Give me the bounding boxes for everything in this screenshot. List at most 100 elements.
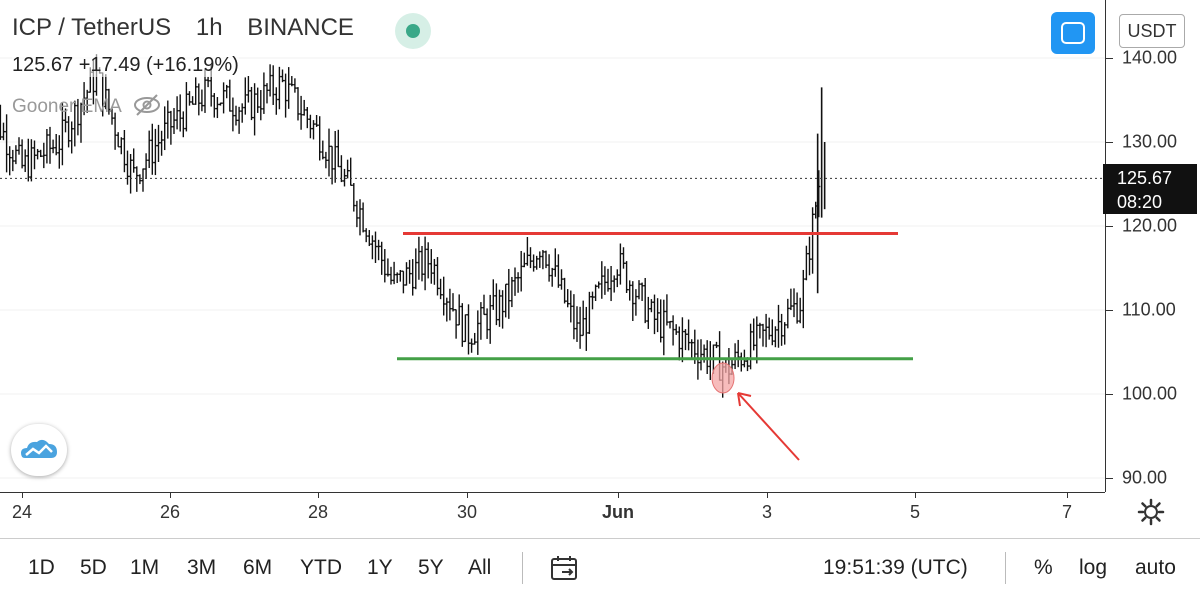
ohlc-bar[interactable] — [122, 129, 126, 173]
ohlc-bar[interactable] — [665, 294, 669, 326]
ohlc-bar[interactable] — [178, 94, 182, 132]
ohlc-bar[interactable] — [333, 131, 337, 183]
ohlc-bar[interactable] — [147, 130, 151, 169]
ohlc-bar[interactable] — [816, 87, 826, 294]
ohlc-bar[interactable] — [758, 322, 762, 339]
ohlc-bar[interactable] — [110, 108, 114, 125]
ohlc-bar[interactable] — [104, 74, 108, 110]
ohlc-bar[interactable] — [550, 267, 554, 287]
ohlc-bar[interactable] — [597, 281, 601, 289]
ohlc-bar[interactable] — [160, 130, 164, 156]
ohlc-bar[interactable] — [215, 97, 219, 119]
ohlc-bar[interactable] — [386, 258, 390, 277]
ohlc-bar[interactable] — [684, 329, 687, 351]
ohlc-bar[interactable] — [302, 99, 306, 116]
ohlc-bar[interactable] — [773, 326, 777, 348]
ohlc-bar[interactable] — [659, 299, 663, 343]
indicator-legend[interactable]: Gooner EMA — [12, 93, 162, 118]
ohlc-bar[interactable] — [417, 236, 421, 280]
ohlc-bar[interactable] — [138, 174, 142, 185]
ohlc-bar[interactable] — [219, 102, 222, 106]
ohlc-bar[interactable] — [479, 302, 483, 340]
ohlc-bar[interactable] — [206, 76, 210, 88]
ohlc-bar[interactable] — [591, 291, 594, 310]
ohlc-bar[interactable] — [544, 250, 548, 269]
ohlc-bar[interactable] — [33, 140, 36, 170]
ohlc-bar[interactable] — [296, 87, 300, 121]
ohlc-bar[interactable] — [463, 314, 467, 343]
utc-clock[interactable]: 19:51:39 (UTC) — [823, 556, 968, 579]
timeframe-button-1y[interactable]: 1Y — [367, 556, 393, 579]
ohlc-bar[interactable] — [420, 245, 424, 282]
ohlc-bar[interactable] — [423, 236, 427, 291]
ohlc-bar[interactable] — [789, 288, 793, 311]
ohlc-bar[interactable] — [85, 89, 89, 113]
ohlc-bar[interactable] — [299, 95, 303, 130]
ohlc-bar[interactable] — [315, 114, 319, 127]
ohlc-bar[interactable] — [408, 259, 412, 284]
ohlc-bar[interactable] — [135, 166, 139, 192]
ohlc-bar[interactable] — [569, 290, 573, 323]
interval-label[interactable]: 1h — [195, 14, 223, 41]
ohlc-bar[interactable] — [795, 292, 799, 324]
ohlc-bar[interactable] — [191, 96, 195, 105]
ohlc-bar[interactable] — [783, 322, 787, 345]
ohlc-bar[interactable] — [70, 121, 74, 154]
ohlc-bar[interactable] — [172, 108, 176, 134]
ohlc-bar[interactable] — [36, 148, 40, 160]
ohlc-bar[interactable] — [39, 149, 43, 158]
ohlc-bar[interactable] — [222, 82, 226, 114]
annotation-arrow[interactable] — [737, 392, 800, 461]
indicator-name[interactable]: Gooner EMA — [12, 96, 121, 117]
ohlc-bar[interactable] — [808, 236, 811, 276]
ohlc-bar[interactable] — [680, 317, 684, 363]
ohlc-bar[interactable] — [777, 304, 780, 348]
ohlc-bar[interactable] — [197, 83, 201, 116]
ohlc-bar[interactable] — [290, 76, 294, 87]
timeframe-button-1d[interactable]: 1D — [28, 556, 55, 579]
ohlc-bar[interactable] — [662, 299, 666, 356]
ohlc-bar[interactable] — [339, 155, 343, 183]
ohlc-bar[interactable] — [392, 261, 396, 285]
ohlc-bar[interactable] — [535, 255, 539, 270]
timeframe-button-1m[interactable]: 1M — [130, 556, 160, 579]
ohlc-bar[interactable] — [448, 288, 452, 321]
ohlc-bar[interactable] — [308, 114, 312, 139]
ohlc-bar[interactable] — [346, 159, 350, 179]
ohlc-bar[interactable] — [609, 265, 613, 302]
ohlc-bar[interactable] — [184, 82, 188, 132]
ohlc-bar[interactable] — [780, 313, 784, 346]
ohlc-bar[interactable] — [234, 105, 238, 126]
ohlc-bar[interactable] — [312, 120, 315, 140]
ohlc-bar[interactable] — [541, 249, 545, 270]
ohlc-bar[interactable] — [327, 128, 331, 177]
ohlc-bar[interactable] — [166, 100, 170, 139]
ohlc-bar[interactable] — [451, 293, 455, 312]
ohlc-bar[interactable] — [8, 146, 12, 176]
ohlc-bar[interactable] — [476, 310, 480, 355]
ohlc-bar[interactable] — [277, 66, 281, 110]
ohlc-bar[interactable] — [615, 269, 619, 288]
ohlc-bar[interactable] — [358, 199, 362, 236]
ohlc-bar[interactable] — [494, 283, 498, 326]
ohlc-bar[interactable] — [352, 183, 356, 212]
timeframe-button-3m[interactable]: 3M — [187, 556, 217, 579]
ohlc-bar[interactable] — [11, 149, 15, 172]
log-scale-toggle[interactable]: log — [1079, 556, 1108, 579]
ohlc-bar[interactable] — [0, 104, 2, 140]
ohlc-bar[interactable] — [259, 90, 263, 121]
settings-gear-icon[interactable] — [1137, 498, 1165, 533]
timeframe-button-all[interactable]: All — [468, 556, 492, 579]
ohlc-bar[interactable] — [631, 281, 635, 322]
ohlc-bar[interactable] — [181, 111, 185, 138]
ohlc-bar[interactable] — [510, 276, 514, 308]
ohlc-bar[interactable] — [594, 284, 598, 301]
ohlc-bar[interactable] — [45, 128, 49, 164]
ohlc-bar[interactable] — [361, 202, 365, 233]
ohlc-bar[interactable] — [708, 341, 712, 380]
ohlc-bar[interactable] — [587, 291, 591, 334]
ohlc-bar[interactable] — [305, 107, 309, 129]
ohlc-bar[interactable] — [374, 231, 377, 263]
ohlc-bar[interactable] — [606, 268, 610, 292]
ohlc-bar[interactable] — [116, 132, 120, 148]
